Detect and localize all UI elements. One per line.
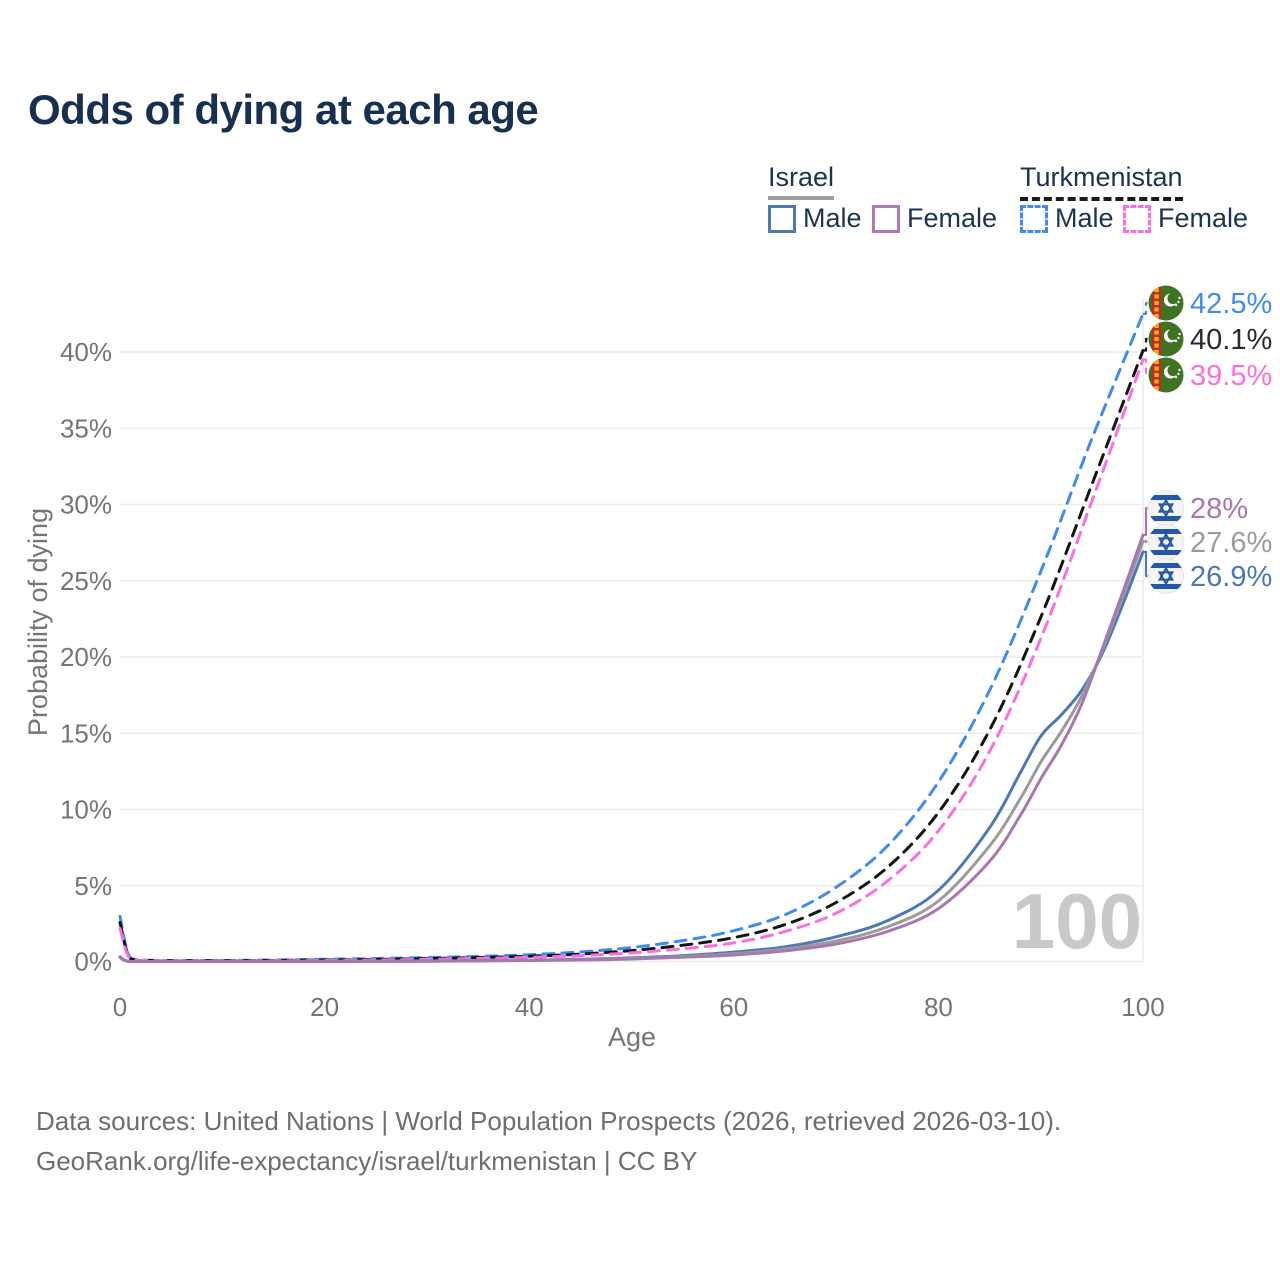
end-label-israel_total: 27.6% (1190, 527, 1272, 559)
end-label-israel_female: 28% (1190, 493, 1248, 525)
y-tick-label: 5% (74, 871, 112, 901)
legend-item-label: Female (907, 203, 998, 233)
end-label-turkmenistan_male: 42.5% (1190, 288, 1272, 320)
turkmenistan-flag-icon (1148, 357, 1184, 393)
legend-item-israel-female[interactable]: Female (872, 203, 997, 234)
y-tick-label: 35% (60, 413, 112, 443)
end-label-leader (1143, 301, 1148, 315)
x-tick-label: 80 (924, 992, 953, 1022)
x-axis-ticks: 0 20 40 60 80 100 (113, 992, 1165, 1022)
legend-group-turkmenistan: Turkmenistan (1020, 162, 1183, 201)
legend-group-turkmenistan-label: Turkmenistan (1020, 162, 1183, 192)
y-tick-label: 20% (60, 642, 112, 672)
israel-female-swatch-icon (872, 204, 900, 233)
turkmenistan-flag-icon (1148, 285, 1184, 321)
end-label-turkmenistan_total: 40.1% (1190, 324, 1272, 356)
x-tick-label: 20 (310, 992, 339, 1022)
y-tick-label: 30% (60, 490, 112, 520)
end-labels: 42.5% 40.1% 39.5% 28%27.6%26.9% (1143, 285, 1272, 594)
end-label-leader (1143, 358, 1148, 377)
y-tick-label: 15% (60, 718, 112, 748)
y-tick-label: 10% (60, 795, 112, 825)
end-label-leader (1143, 540, 1148, 544)
series-line-israel_male[interactable] (118, 550, 1145, 963)
x-tick-label: 40 (515, 992, 544, 1022)
turkmenistan-female-swatch-icon (1123, 204, 1151, 233)
end-label-turkmenistan_female: 39.5% (1190, 360, 1272, 392)
series-lines (118, 312, 1145, 963)
series-line-turkmenistan_total[interactable] (118, 349, 1145, 963)
end-label-leader (1143, 337, 1148, 352)
series-line-israel_female[interactable] (118, 533, 1145, 963)
legend-group-israel-label: Israel (768, 162, 835, 192)
x-tick-label: 100 (1121, 992, 1164, 1022)
x-axis-title: Age (608, 1022, 656, 1052)
x-tick-label: 0 (113, 992, 127, 1022)
y-tick-label: 0% (74, 947, 112, 977)
series-line-turkmenistan_female[interactable] (118, 358, 1145, 963)
turkmenistan-flag-icon (1148, 321, 1184, 357)
legend-israel-line-sample (768, 196, 835, 200)
end-label-israel_male: 26.9% (1190, 561, 1272, 593)
data-sources-line: Data sources: United Nations | World Pop… (36, 1106, 1062, 1136)
legend-item-turkmenistan-male[interactable]: Male (1020, 203, 1114, 234)
page-title: Odds of dying at each age (28, 86, 539, 133)
end-label-leader (1143, 506, 1148, 537)
y-tick-label: 40% (60, 337, 112, 367)
legend-item-israel-male[interactable]: Male (768, 203, 862, 234)
age-counter-watermark: 100 (1012, 877, 1142, 965)
israel-flag-icon (1148, 490, 1184, 526)
legend-item-turkmenistan-female[interactable]: Female (1123, 203, 1248, 234)
attribution-line: GeoRank.org/life-expectancy/israel/turkm… (36, 1146, 698, 1176)
israel-flag-icon (1148, 524, 1184, 560)
y-tick-label: 25% (60, 566, 112, 596)
turkmenistan-male-swatch-icon (1020, 204, 1048, 233)
y-axis-title: Probability of dying (23, 508, 53, 736)
israel-male-swatch-icon (768, 204, 796, 233)
end-label-leader (1143, 550, 1148, 578)
legend-item-label: Male (803, 203, 862, 233)
legend-item-label: Male (1055, 203, 1114, 233)
legend-turkmenistan-line-sample (1020, 197, 1183, 201)
legend-item-label: Female (1158, 203, 1249, 233)
y-axis-ticks: 0% 5% 10% 15% 20% 25% 30% 35% 40% (60, 337, 112, 977)
israel-flag-icon (1148, 558, 1184, 594)
x-tick-label: 60 (719, 992, 748, 1022)
legend-group-israel: Israel (768, 162, 835, 200)
